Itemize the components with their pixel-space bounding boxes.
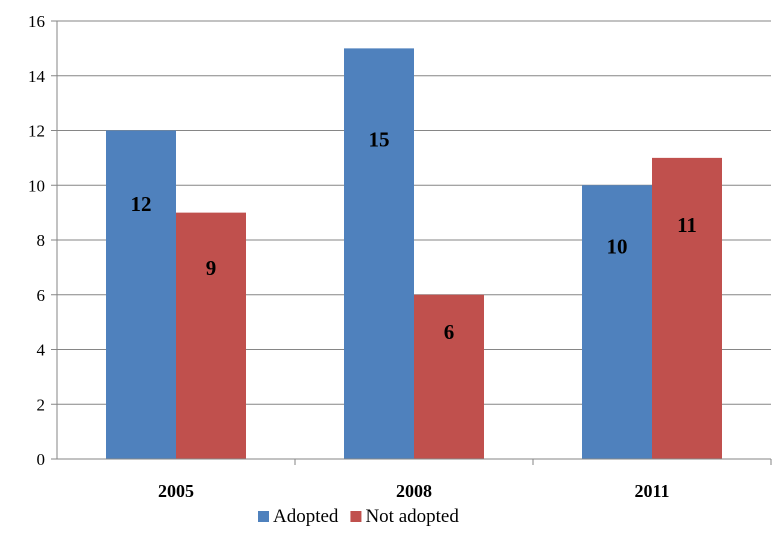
legend-swatch — [350, 511, 362, 522]
data-label: 12 — [131, 192, 152, 216]
legend-label: Not adopted — [365, 506, 459, 527]
x-tick-labels: 2005 2008 2011 — [158, 481, 670, 501]
y-tick-label: 0 — [37, 450, 46, 469]
bar-adopted — [106, 130, 176, 459]
y-tick-label: 8 — [37, 231, 46, 250]
bar-adopted — [582, 185, 652, 459]
data-label: 15 — [369, 128, 390, 152]
legend: Adopted Not adopted — [258, 506, 459, 527]
legend-swatch — [258, 511, 269, 522]
data-label: 6 — [444, 320, 455, 344]
bars — [106, 48, 722, 459]
y-tick-label: 16 — [28, 12, 45, 31]
bar-adopted — [344, 48, 414, 459]
bar-not-adopted — [176, 212, 246, 459]
y-tick-label: 4 — [37, 341, 46, 360]
y-tick-label: 12 — [28, 122, 45, 141]
bar-not-adopted — [414, 294, 484, 459]
y-tick-label: 14 — [28, 67, 46, 86]
bar-not-adopted — [652, 157, 722, 459]
legend-label: Adopted — [273, 506, 339, 527]
y-tick-labels: 0 2 4 6 8 10 12 14 16 — [28, 12, 46, 469]
y-tick-label: 6 — [37, 286, 46, 305]
axes — [51, 20, 772, 465]
x-tick-label: 2008 — [396, 481, 432, 501]
x-tick-label: 2005 — [158, 481, 194, 501]
x-tick-label: 2011 — [634, 481, 669, 501]
y-tick-label: 2 — [37, 395, 46, 414]
data-label: 11 — [677, 213, 697, 237]
y-tick-label: 10 — [28, 176, 45, 195]
data-label: 9 — [206, 256, 217, 280]
data-label: 10 — [607, 234, 628, 258]
data-labels: 12 9 15 6 10 11 — [131, 128, 697, 344]
